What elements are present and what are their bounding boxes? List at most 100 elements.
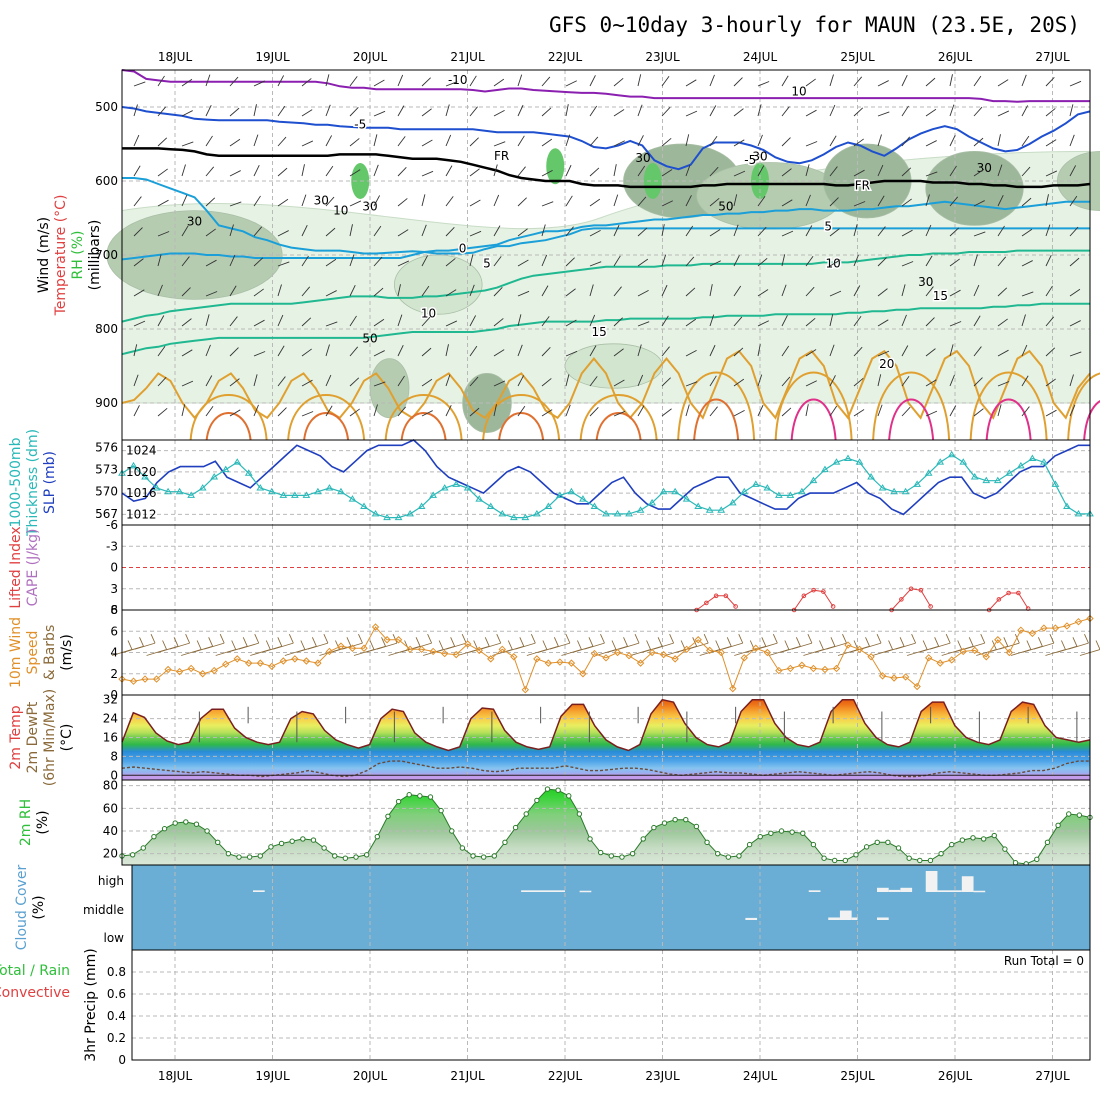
wind-speed-point bbox=[786, 664, 795, 673]
wind-barb bbox=[685, 349, 697, 357]
wind-barb bbox=[853, 107, 864, 117]
surface-barb-flag bbox=[600, 633, 605, 644]
wind-barb bbox=[541, 378, 552, 387]
wind-barb bbox=[349, 138, 360, 147]
wind-barb bbox=[949, 196, 959, 207]
ylabel-line: Speed bbox=[25, 631, 41, 675]
wind-barb bbox=[133, 104, 138, 117]
wind-barb bbox=[637, 344, 642, 357]
day-label-bottom: 24JUL bbox=[743, 1069, 778, 1083]
surface-barb-flag bbox=[934, 637, 940, 647]
wind-barb bbox=[877, 111, 890, 117]
wind-speed-point bbox=[855, 645, 864, 654]
wind-barb bbox=[733, 77, 743, 87]
thickness-point bbox=[198, 484, 207, 491]
surface-barb-flag bbox=[1003, 637, 1009, 647]
wind-barb bbox=[469, 376, 479, 387]
wind-barb bbox=[229, 76, 239, 87]
rh-point bbox=[183, 819, 189, 825]
wind-barb bbox=[757, 320, 769, 327]
day-label-bottom: 21JUL bbox=[450, 1069, 485, 1083]
wind-speed-point bbox=[924, 654, 933, 662]
rh-blob bbox=[393, 254, 483, 315]
rh-tick: 60 bbox=[103, 801, 118, 815]
lifted-index-point bbox=[821, 589, 826, 594]
wind-barb bbox=[589, 314, 596, 327]
wind-barb bbox=[517, 259, 529, 267]
wind-barb bbox=[829, 344, 835, 357]
surface-barb bbox=[964, 642, 985, 650]
cloud-level-tick: middle bbox=[83, 903, 124, 917]
ylabel-line: (millibars) bbox=[87, 220, 103, 291]
wind-barb bbox=[949, 374, 955, 387]
wind-speed-point bbox=[752, 644, 760, 652]
rh-point bbox=[885, 839, 891, 846]
wind-barb bbox=[949, 344, 954, 357]
wind-barb bbox=[421, 194, 426, 207]
isotherm-20-loop bbox=[872, 371, 951, 441]
rh-blob bbox=[564, 343, 663, 389]
wind-barb bbox=[349, 107, 359, 117]
isotherm-25-loop bbox=[205, 412, 252, 441]
wind-barb bbox=[973, 200, 985, 207]
rh-point bbox=[587, 836, 593, 842]
lifted-index-point bbox=[928, 604, 933, 609]
surface-barb-flag bbox=[553, 637, 559, 647]
wind-barb bbox=[829, 259, 841, 267]
wind-barb bbox=[1045, 108, 1056, 117]
wind-barb bbox=[853, 377, 864, 387]
rh-point bbox=[512, 824, 519, 831]
wind-barb bbox=[997, 381, 1010, 387]
surface-barb-flag bbox=[288, 633, 294, 644]
upper-ylabel: Wind (m/s) Temperature (°C) RH (%) (milliba… bbox=[36, 195, 103, 317]
surface-barb-flag bbox=[323, 633, 329, 644]
wind-speed-point bbox=[1051, 624, 1060, 632]
wind-speed-point bbox=[613, 648, 622, 657]
lifted-index-point bbox=[723, 593, 729, 599]
rh-point bbox=[917, 857, 923, 864]
wind-barb bbox=[685, 134, 690, 147]
wind-barb bbox=[637, 165, 646, 177]
wind-barb bbox=[517, 197, 527, 207]
wind-barb bbox=[229, 378, 240, 387]
isotherms bbox=[121, 69, 1091, 420]
rh-point bbox=[332, 853, 338, 859]
wind-barb bbox=[877, 226, 886, 237]
wind-speed-point bbox=[533, 655, 541, 663]
wind-barb bbox=[493, 318, 504, 327]
wind-barb bbox=[781, 284, 787, 297]
isotherm-FR bbox=[122, 147, 1091, 189]
ylabel-line: Thickness (dm) bbox=[25, 429, 41, 537]
rh-point bbox=[544, 786, 551, 792]
cloud-bar-high bbox=[888, 889, 901, 892]
wind-speed-point bbox=[740, 654, 748, 662]
wind-speed-point bbox=[129, 677, 138, 685]
isotherm-25-loop bbox=[303, 412, 350, 441]
wind-speed-point bbox=[717, 648, 725, 657]
wind-barb bbox=[253, 374, 258, 387]
wind-barb bbox=[133, 374, 139, 387]
wind-barb bbox=[397, 136, 406, 147]
thickness-point bbox=[947, 450, 956, 458]
wind-barb bbox=[997, 318, 1008, 327]
wind-barb bbox=[301, 255, 309, 267]
surface-barb-flag bbox=[968, 637, 974, 647]
wind-barb bbox=[469, 106, 478, 117]
thickness-point bbox=[360, 502, 368, 510]
wind-barb bbox=[445, 405, 452, 417]
surface-barb bbox=[860, 642, 882, 650]
rh-point bbox=[629, 850, 636, 857]
ylabel-line: 2m RH bbox=[18, 799, 34, 846]
lifted-index-point bbox=[996, 597, 1002, 602]
ylabel-line: Temperature (°C) bbox=[53, 195, 69, 317]
wind-speed-point bbox=[671, 655, 679, 663]
wind-barb bbox=[373, 287, 384, 297]
rh-point bbox=[757, 833, 763, 840]
thickness-point bbox=[636, 506, 645, 513]
isotherm-label: 0 bbox=[459, 242, 467, 256]
wind-speed-point bbox=[325, 647, 334, 656]
wind-barb bbox=[613, 255, 621, 267]
pressure-tick: 700 bbox=[95, 248, 118, 262]
wind-speed-point bbox=[198, 670, 207, 678]
rh-point bbox=[289, 838, 295, 844]
